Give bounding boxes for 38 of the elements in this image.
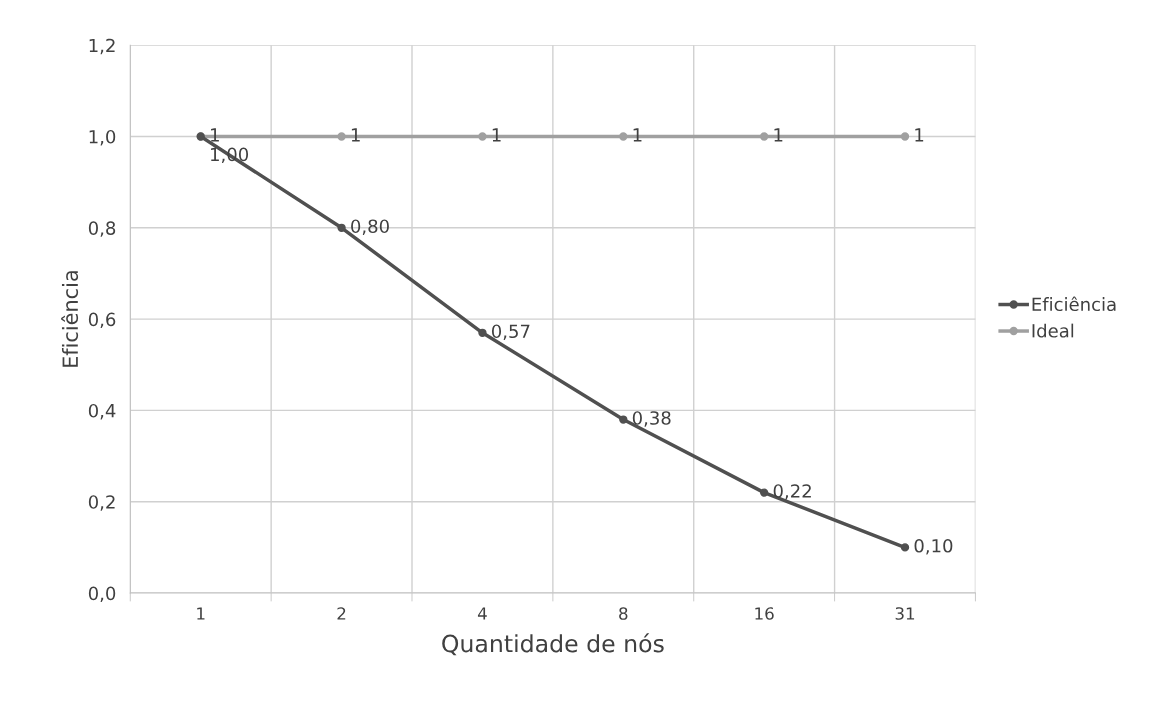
point <box>759 132 769 141</box>
x-tick-label: 16 <box>755 607 774 620</box>
data-label: 0,22 <box>773 484 811 500</box>
data-label: 0,57 <box>491 324 530 340</box>
y-tick-label: 0,4 <box>88 403 116 420</box>
point <box>337 132 346 141</box>
point <box>478 328 487 337</box>
x-tick-label: 4 <box>477 607 487 620</box>
x-axis-title: Quantidade de nós <box>442 633 664 656</box>
data-label: 1 <box>211 128 219 142</box>
x-tick-label: 31 <box>895 607 915 620</box>
y-tick-label: 1,0 <box>89 129 116 146</box>
y-tick-label: 0,0 <box>88 586 116 602</box>
y-tick-label: 1,2 <box>89 38 115 55</box>
x-tick-label: 2 <box>337 607 346 620</box>
data-label: 1 <box>492 128 501 142</box>
legend-label: Ideal <box>1032 323 1074 338</box>
point <box>759 488 769 497</box>
point <box>900 543 910 552</box>
data-label: 1 <box>351 128 360 142</box>
data-label: 0,10 <box>914 538 953 555</box>
x-tick-label: 1 <box>197 607 205 620</box>
point <box>478 132 487 141</box>
data-label: 1 <box>915 128 924 142</box>
data-label: 0,80 <box>351 219 389 235</box>
data-label: 1 <box>774 128 783 142</box>
x-tick-label: 8 <box>619 607 628 620</box>
data-label: 0,38 <box>632 411 671 427</box>
y-tick-label: 0,6 <box>88 312 116 329</box>
legend-label: Eficiência <box>1032 296 1116 312</box>
point <box>619 132 628 141</box>
y-tick-label: 0,8 <box>88 221 116 237</box>
point <box>337 223 346 232</box>
data-label: 1 <box>633 128 642 142</box>
y-axis-title: Eficiência <box>61 271 79 367</box>
point <box>619 415 628 424</box>
point <box>900 132 910 141</box>
y-tick-label: 0,2 <box>88 495 115 511</box>
